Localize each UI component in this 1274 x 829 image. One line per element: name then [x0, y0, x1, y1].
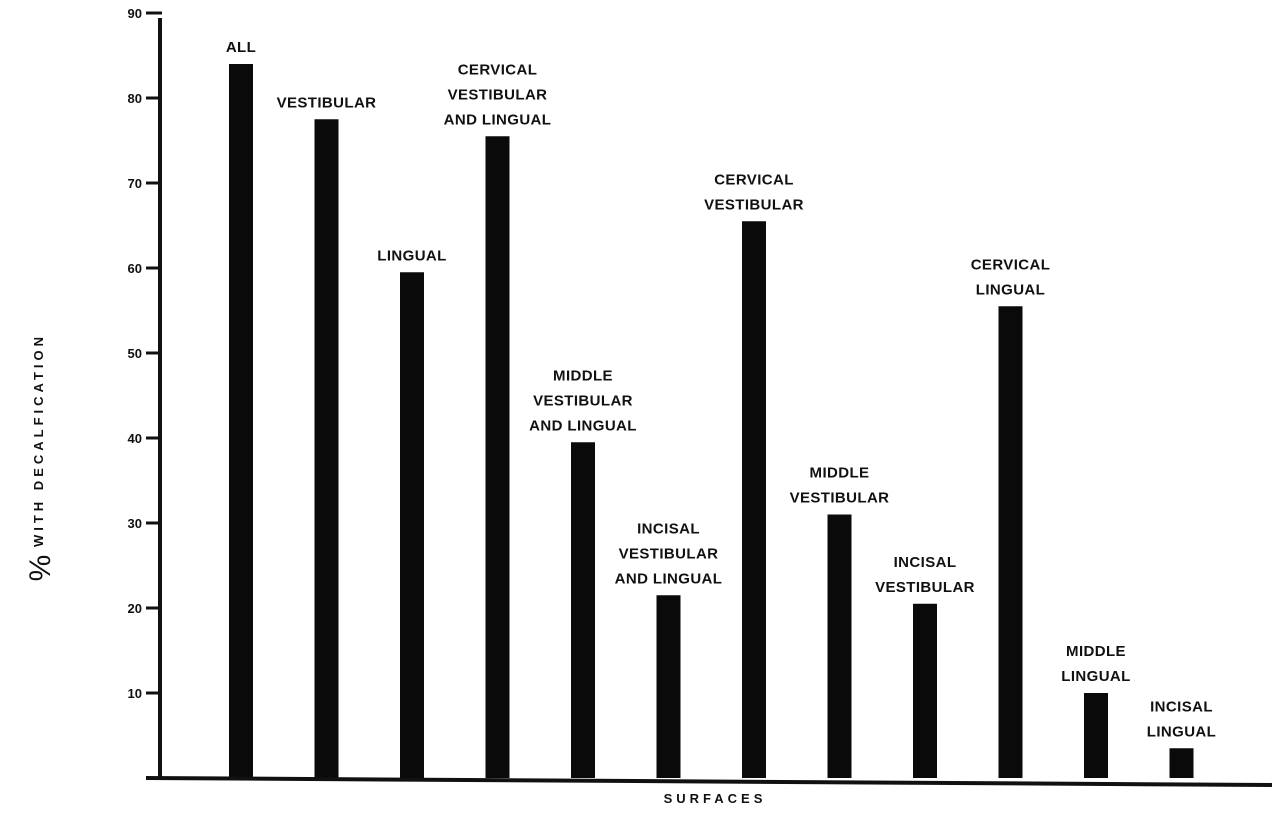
bar [229, 64, 253, 778]
y-tick-label: 20 [128, 601, 142, 616]
bar-category-label: VESTIBULAR [704, 196, 804, 213]
y-tick-label: 60 [128, 261, 142, 276]
bar [571, 442, 595, 778]
bar-category-label: LINGUAL [976, 281, 1045, 298]
y-tick-label: 70 [128, 176, 142, 191]
y-axis-ticks: 10 20 30 40 50 60 70 80 90 [128, 6, 162, 701]
x-axis-title: SURFACES [664, 791, 767, 806]
bar-category-label: INCISAL [1150, 698, 1213, 715]
y-tick-label: 80 [128, 91, 142, 106]
bar [913, 603, 937, 778]
bar-category-label: CERVICAL [714, 171, 794, 188]
bar-category-label: CERVICAL [458, 61, 538, 78]
bar-labels: ALL VESTIBULAR LINGUAL CERVICAL VESTIBULAR AN… [226, 39, 1216, 740]
bar-category-label: INCISAL [894, 554, 957, 571]
bar [742, 221, 766, 778]
bar [400, 272, 424, 778]
bars [229, 64, 1194, 778]
x-axis-line [145, 776, 1273, 787]
bar-category-label: AND LINGUAL [529, 417, 637, 434]
bar-category-label: VESTIBULAR [448, 86, 548, 103]
bar-category-label: ALL [226, 39, 256, 56]
bar-category-label: CERVICAL [971, 256, 1051, 273]
bar-category-label: VESTIBULAR [875, 579, 975, 596]
bar-category-label: VESTIBULAR [277, 94, 377, 111]
bar-category-label: AND LINGUAL [444, 111, 552, 128]
bar-category-label: MIDDLE [1066, 643, 1126, 660]
bar-category-label: MIDDLE [810, 465, 870, 482]
y-axis-title: WITH DECALFICATION [31, 333, 46, 547]
bar [998, 306, 1023, 778]
bar-category-label: AND LINGUAL [615, 570, 723, 587]
bar [314, 119, 339, 778]
y-tick-label: 10 [128, 686, 142, 701]
bar [1169, 748, 1194, 778]
bar-category-label: VESTIBULAR [533, 392, 633, 409]
y-axis-title-group: % WITH DECALFICATION [24, 333, 57, 581]
bar-category-label: LINGUAL [1061, 668, 1130, 685]
bar-category-label: LINGUAL [377, 247, 446, 264]
bar [1084, 693, 1108, 778]
bar [656, 595, 681, 778]
bar-category-label: MIDDLE [553, 367, 613, 384]
y-tick-label: 90 [128, 6, 142, 21]
bar [827, 514, 852, 778]
bar-category-label: LINGUAL [1147, 723, 1216, 740]
y-axis-percent-symbol: % [24, 555, 57, 582]
bar [485, 136, 510, 778]
bar-category-label: VESTIBULAR [790, 490, 890, 507]
y-tick-label: 40 [128, 431, 142, 446]
y-tick-label: 50 [128, 346, 142, 361]
y-tick-label: 30 [128, 516, 142, 531]
bar-category-label: INCISAL [637, 520, 700, 537]
bar-category-label: VESTIBULAR [619, 545, 719, 562]
